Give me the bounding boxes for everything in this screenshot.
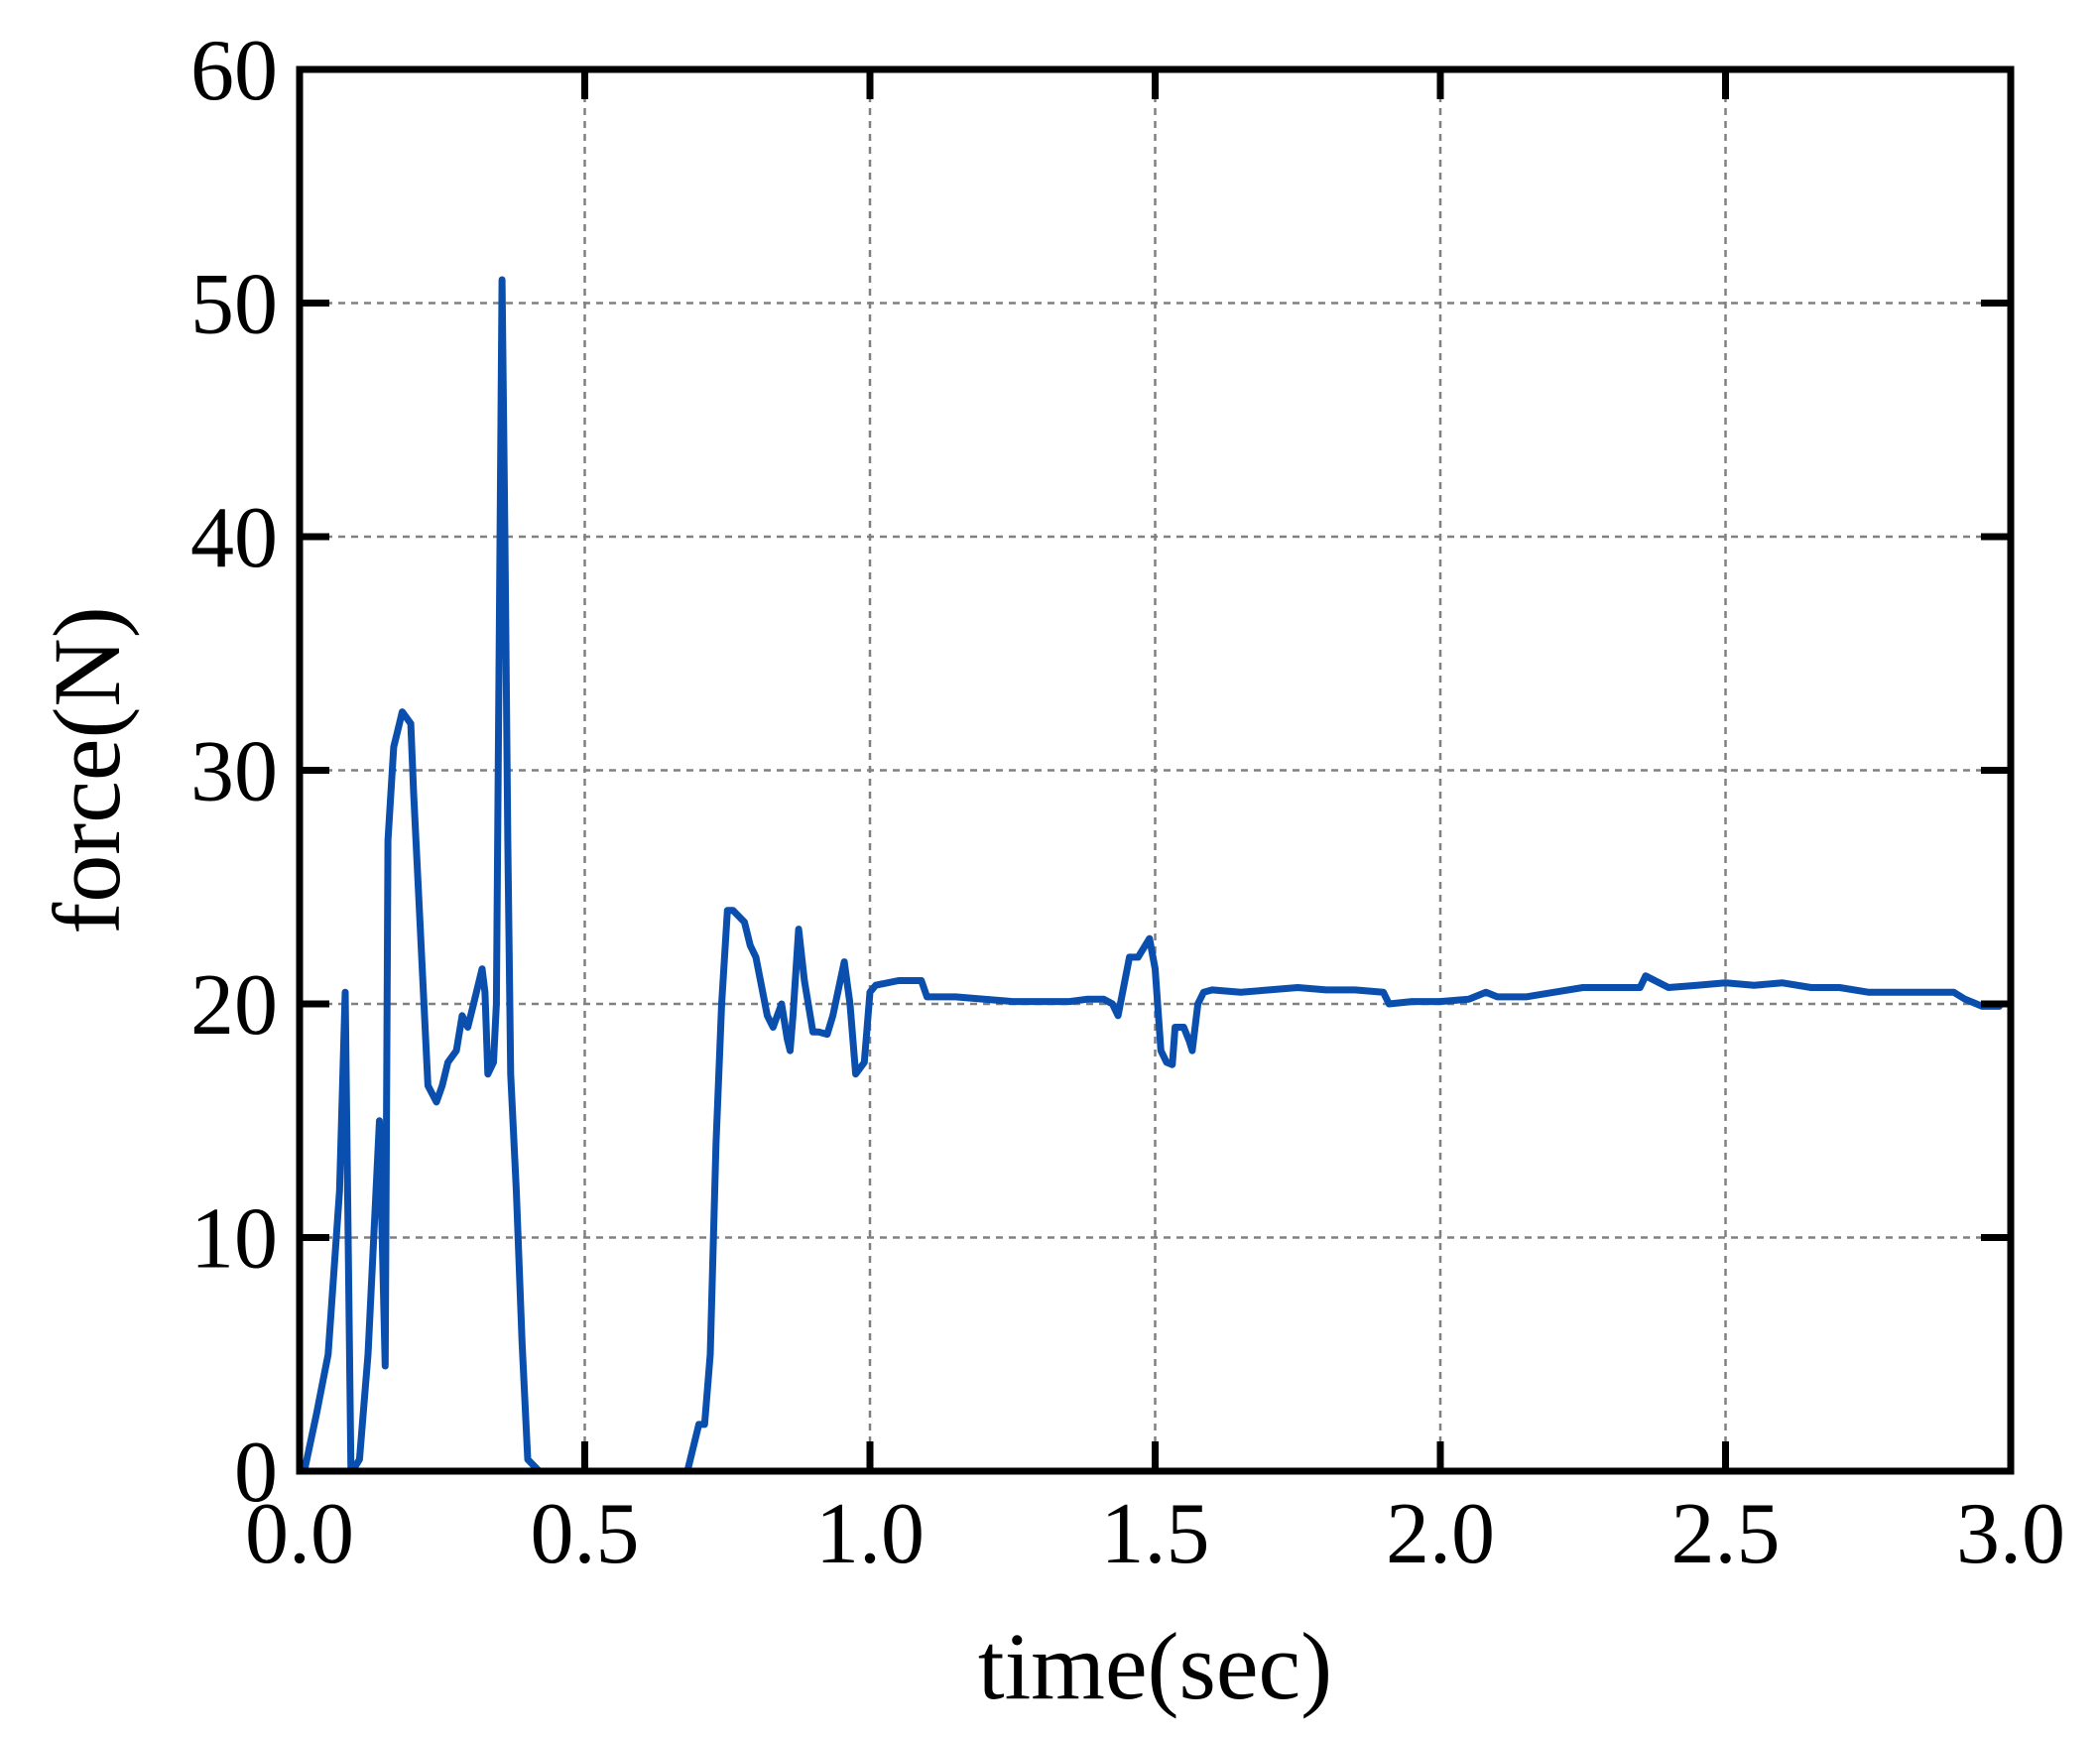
tick-marks (296, 65, 2015, 1475)
x-tick-label: 2.5 (1671, 1486, 1781, 1582)
x-tick-label: 0.0 (245, 1486, 354, 1582)
x-tick-labels: 0.0 0.5 1.0 1.5 2.0 2.5 3.0 (245, 1486, 2065, 1582)
x-tick-label: 0.5 (531, 1486, 640, 1582)
y-tick-label: 0 (234, 1425, 278, 1521)
x-tick-label: 3.0 (1956, 1486, 2065, 1582)
x-tick-label: 1.5 (1101, 1486, 1210, 1582)
y-tick-label: 60 (190, 23, 278, 119)
series-layer (302, 276, 2003, 1475)
series-line (302, 276, 2003, 1475)
x-tick-label: 2.0 (1386, 1486, 1495, 1582)
y-tick-label: 30 (190, 724, 278, 820)
y-tick-labels: 0 10 20 30 40 50 60 (190, 23, 278, 1521)
x-axis-label: time(sec) (978, 1613, 1332, 1719)
y-axis-label: force(N) (34, 606, 140, 933)
y-tick-label: 40 (190, 490, 278, 586)
x-tick-label: 1.0 (815, 1486, 925, 1582)
y-tick-label: 10 (190, 1191, 278, 1288)
y-tick-label: 50 (190, 257, 278, 353)
y-tick-label: 20 (190, 957, 278, 1054)
